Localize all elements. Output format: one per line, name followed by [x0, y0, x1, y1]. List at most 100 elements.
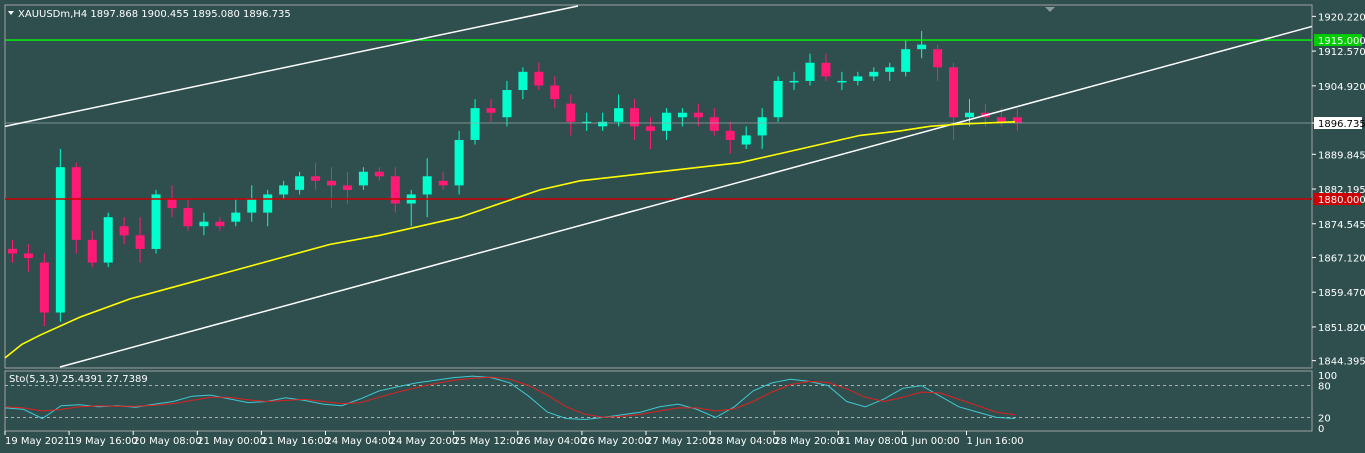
- stoch-main-line: [4, 375, 1016, 421]
- bear-candle: [167, 198, 177, 209]
- price-tick-label: 1904.920: [1318, 82, 1365, 93]
- bear-candle: [390, 176, 400, 204]
- bull-candle: [661, 112, 671, 131]
- stoch-header: Sto(5,3,3) 25.4391 27.7389: [9, 374, 148, 385]
- bull-candle: [965, 112, 974, 118]
- bear-candle: [821, 62, 831, 77]
- stoch-level-label: 0: [1318, 424, 1324, 435]
- bear-candle: [630, 108, 640, 127]
- support-tag: [1314, 192, 1362, 205]
- bear-candle: [709, 117, 719, 131]
- symbol-header: XAUUSDm,H4 1897.868 1900.455 1895.080 18…: [18, 9, 291, 20]
- bear-candle: [119, 226, 129, 236]
- resistance-label: 1915.000: [1318, 36, 1365, 47]
- time-tick-label: 31 May 08:00: [838, 436, 907, 447]
- bear-candle: [374, 171, 384, 177]
- time-tick-label: 28 May 20:00: [774, 436, 843, 447]
- time-tick-label: 26 May 20:00: [582, 436, 651, 447]
- time-tick-label: 27 May 12:00: [646, 436, 715, 447]
- price-tick-label: 1859.470: [1318, 288, 1365, 299]
- current-price-tag: [1314, 116, 1362, 129]
- bull-candle: [247, 198, 257, 213]
- stoch-level-label: 20: [1318, 413, 1331, 424]
- bear-candle: [327, 180, 336, 186]
- bull-candle: [598, 121, 608, 127]
- bull-candle: [901, 49, 911, 72]
- price-tick-label: 1867.120: [1318, 253, 1365, 264]
- bear-candle: [215, 221, 225, 227]
- bull-candle: [454, 139, 464, 186]
- bull-candle: [151, 194, 161, 249]
- price-tick-label: 1851.820: [1318, 323, 1365, 334]
- price-tick-label: 1882.195: [1318, 185, 1365, 196]
- channel-upper-line: [4, 5, 579, 128]
- bear-candle: [311, 176, 321, 181]
- price-tick-label: 1912.570: [1318, 47, 1365, 58]
- bull-candle: [358, 171, 368, 186]
- bull-candle: [917, 44, 927, 50]
- bull-candle: [295, 176, 305, 190]
- bear-candle: [39, 262, 49, 313]
- bear-candle: [23, 253, 33, 259]
- resistance-tag: [1314, 34, 1362, 47]
- bear-candle: [1012, 117, 1022, 123]
- bull-candle: [502, 90, 512, 118]
- bear-candle: [646, 126, 655, 131]
- bull-candle: [279, 185, 289, 195]
- bull-candle: [853, 76, 863, 81]
- bear-candle: [183, 208, 193, 227]
- bear-candle: [933, 49, 943, 68]
- bull-candle: [869, 71, 879, 77]
- bear-candle: [438, 180, 448, 186]
- time-tick-label: 25 May 12:00: [454, 436, 523, 447]
- bull-candle: [677, 112, 687, 118]
- bull-candle: [470, 108, 480, 140]
- bull-candle: [773, 80, 783, 118]
- time-tick-label: 26 May 04:00: [518, 436, 587, 447]
- time-tick-label: 1 Jun 16:00: [967, 436, 1024, 447]
- stoch-signal-line: [4, 376, 1016, 418]
- bull-candle: [518, 71, 528, 91]
- stoch-panel-frame: [4, 370, 1313, 432]
- shift-marker-icon[interactable]: [1045, 7, 1055, 12]
- bear-candle: [342, 185, 352, 190]
- time-tick-label: 19 May 2021: [5, 436, 70, 447]
- bear-candle: [486, 108, 496, 113]
- bull-candle: [582, 121, 592, 124]
- bear-candle: [135, 235, 145, 249]
- bear-candle: [566, 103, 576, 122]
- bear-candle: [87, 239, 97, 263]
- time-tick-label: 21 May 00:00: [197, 436, 266, 447]
- bull-candle: [789, 80, 799, 83]
- bull-candle: [55, 167, 65, 313]
- bull-candle: [231, 212, 241, 222]
- bull-candle: [614, 108, 624, 122]
- current-price-label: 1896.735: [1318, 119, 1365, 130]
- time-tick-label: 21 May 16:00: [261, 436, 330, 447]
- bull-candle: [805, 62, 815, 81]
- symbol-dropdown-icon[interactable]: [8, 11, 14, 15]
- stoch-level-label: 80: [1318, 382, 1331, 393]
- time-tick-label: 20 May 08:00: [133, 436, 202, 447]
- main-chart-frame: [4, 4, 1313, 369]
- price-tick-label: 1874.545: [1318, 220, 1365, 231]
- bear-candle: [949, 67, 959, 118]
- time-tick-label: 1 Jun 00:00: [902, 436, 959, 447]
- bull-candle: [103, 217, 113, 263]
- time-tick-label: 24 May 20:00: [390, 436, 459, 447]
- time-tick-label: 19 May 16:00: [69, 436, 138, 447]
- bear-candle: [71, 167, 81, 240]
- bull-candle: [422, 176, 432, 195]
- bear-candle: [693, 112, 703, 118]
- time-tick-label: 28 May 04:00: [710, 436, 779, 447]
- price-tick-label: 1920.220: [1318, 12, 1365, 23]
- bull-candle: [741, 135, 751, 145]
- bear-candle: [996, 117, 1006, 122]
- bear-candle: [725, 130, 735, 140]
- bull-candle: [885, 67, 895, 72]
- bear-candle: [8, 248, 17, 254]
- bear-candle: [550, 85, 560, 100]
- time-tick-label: 24 May 04:00: [326, 436, 395, 447]
- price-tick-label: 1844.395: [1318, 357, 1365, 368]
